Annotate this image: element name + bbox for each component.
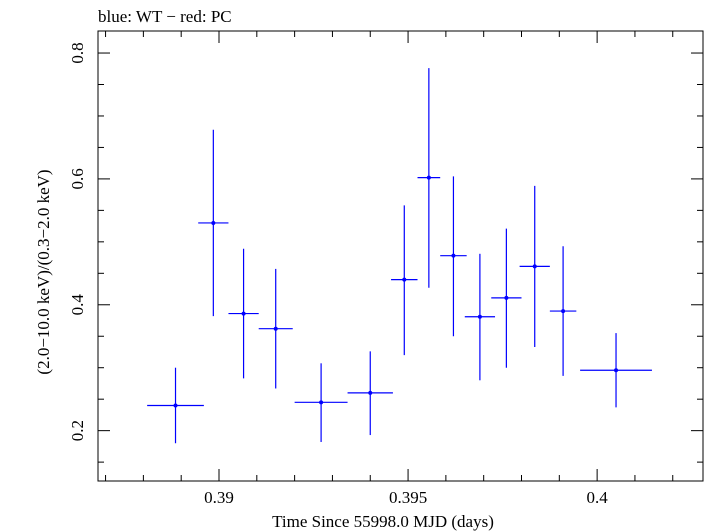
data-point: [464, 253, 496, 381]
y-tick-label: 0.2: [68, 420, 87, 441]
data-marker: [402, 277, 407, 282]
x-tick-label: 0.39: [204, 488, 234, 507]
plot-frame: [97, 30, 704, 482]
y-axis: 0.2 0.4 0.6 0.8: [68, 42, 703, 463]
data-point: [147, 367, 204, 444]
data-marker: [426, 175, 431, 180]
data-marker: [173, 403, 178, 408]
data-marker: [368, 390, 373, 395]
data-marker: [241, 311, 246, 316]
data-point: [440, 176, 467, 337]
x-tick-label: 0.4: [587, 488, 609, 507]
y-tick-label: 0.6: [68, 168, 87, 189]
data-marker: [319, 400, 324, 405]
data-point: [519, 185, 550, 347]
data-point: [198, 129, 229, 317]
data-marker: [504, 295, 509, 300]
data-point: [549, 246, 577, 376]
x-axis-label: Time Since 55998.0 MJD (days): [272, 512, 494, 531]
data-marker: [614, 368, 619, 373]
x-tick-label: 0.395: [389, 488, 427, 507]
data-marker: [211, 220, 216, 225]
data-point: [580, 333, 652, 408]
plot-border: [97, 30, 704, 482]
data-point: [258, 268, 293, 389]
data-point: [347, 351, 393, 436]
data-marker: [451, 253, 456, 258]
chart-title: blue: WT − red: PC: [98, 7, 232, 26]
data-marker: [477, 314, 482, 319]
data-marker: [273, 326, 278, 331]
data-marker: [532, 264, 537, 269]
y-tick-label: 0.8: [68, 42, 87, 63]
data-point: [228, 248, 259, 379]
y-axis-label: (2.0−10.0 keV)/(0.3−2.0 keV): [34, 169, 53, 374]
x-axis: 0.39 0.395 0.4: [105, 31, 674, 507]
data-series-wt: [147, 68, 652, 444]
data-marker: [561, 309, 566, 314]
data-point: [417, 68, 441, 288]
data-point: [294, 363, 348, 442]
data-point: [491, 228, 522, 368]
y-tick-label: 0.4: [68, 294, 87, 316]
data-point: [391, 205, 418, 356]
